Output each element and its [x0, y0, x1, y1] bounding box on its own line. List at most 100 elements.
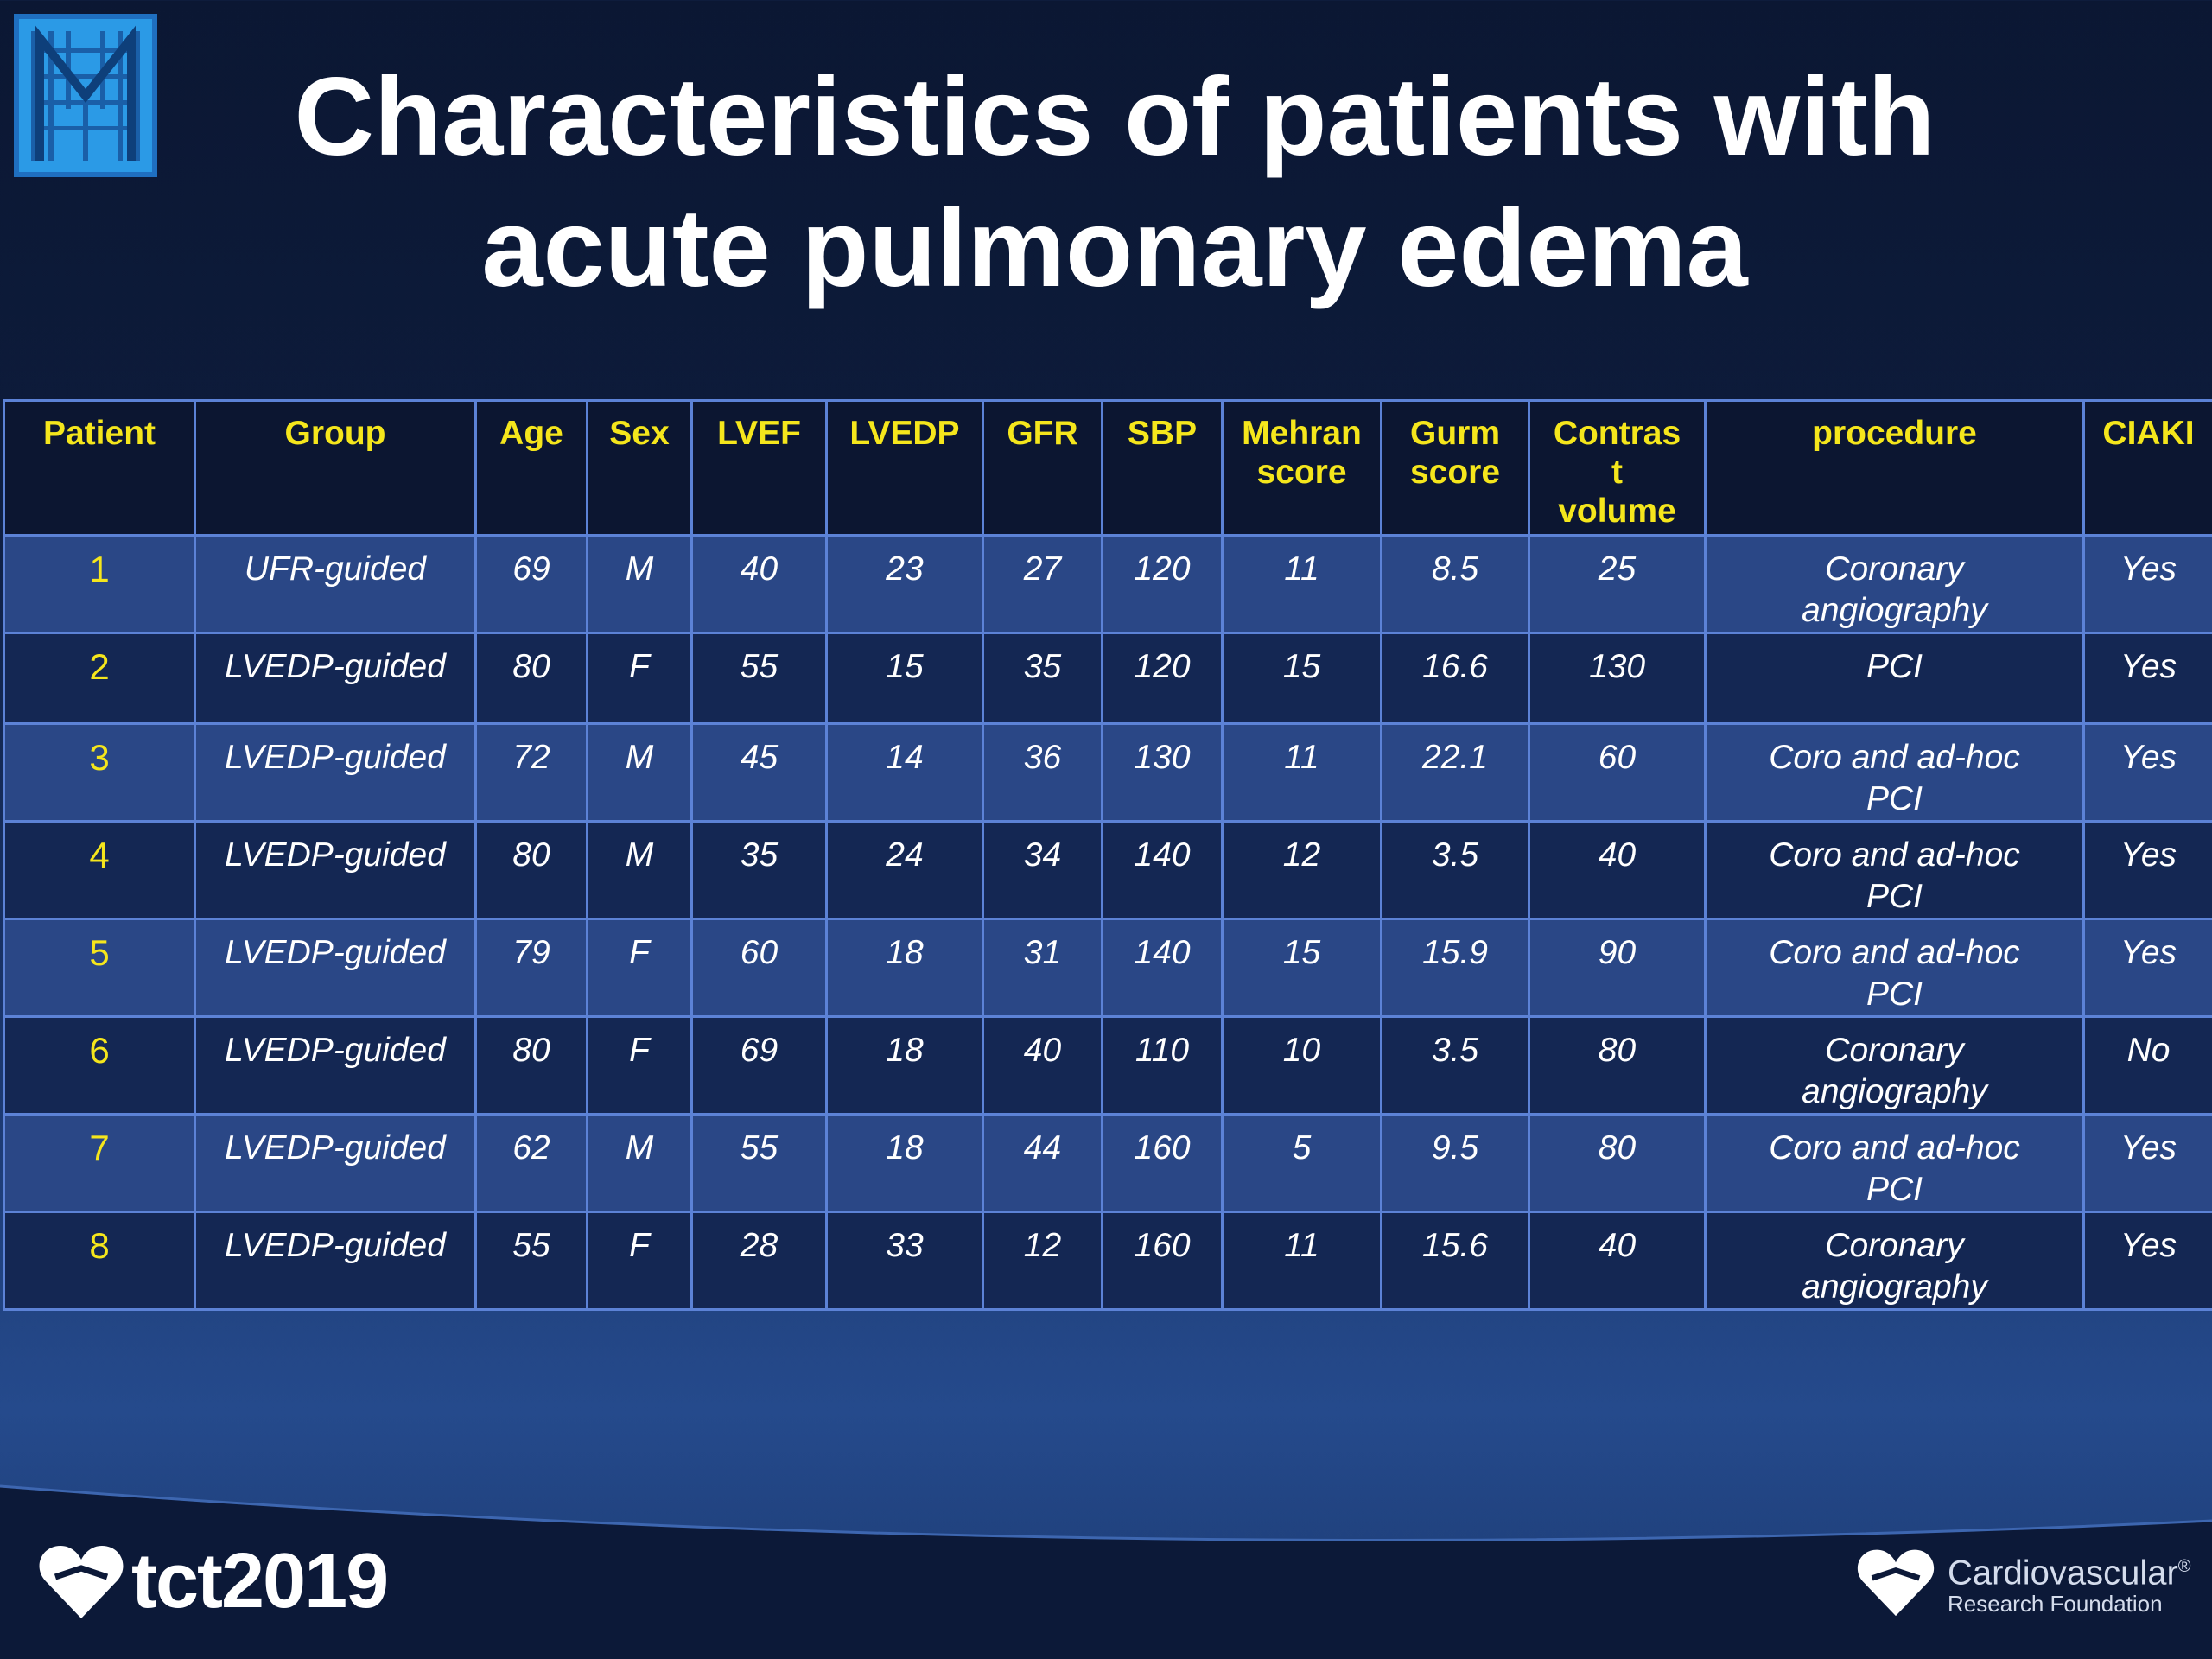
table-cell: 80	[474, 1015, 588, 1116]
heart-logo-icon	[39, 1546, 124, 1618]
table-cell: 72	[474, 722, 588, 823]
patient-number-cell: 8	[3, 1211, 196, 1311]
patient-number-cell: 6	[3, 1015, 196, 1116]
registered-mark: ®	[2177, 1557, 2191, 1577]
column-header: Gurm score	[1380, 399, 1530, 537]
patient-number-cell: 5	[3, 918, 196, 1018]
table-cell: 60	[690, 918, 828, 1018]
table-cell: 18	[825, 918, 984, 1018]
table-cell: 23	[825, 534, 984, 634]
table-cell: F	[586, 1015, 693, 1116]
patient-number-cell: 2	[3, 632, 196, 725]
table-cell: F	[586, 1211, 693, 1311]
table-cell: LVEDP-guided	[194, 1015, 477, 1116]
table-cell: 14	[825, 722, 984, 823]
slide-title: Characteristics of patients with acute p…	[0, 52, 2212, 315]
column-header: Contras t volume	[1528, 399, 1707, 537]
column-header: GFR	[982, 399, 1103, 537]
table-cell: 45	[690, 722, 828, 823]
crf-name-line2: Research Foundation	[1948, 1590, 2163, 1617]
table-cell: No	[2082, 1015, 2212, 1116]
table-cell: 40	[1528, 820, 1707, 920]
table-cell: F	[586, 918, 693, 1018]
table-cell: 55	[690, 632, 828, 725]
table-cell: 44	[982, 1113, 1103, 1213]
tct-logo: tct2019	[38, 1538, 389, 1624]
table-cell: 15	[1221, 632, 1382, 725]
table-cell: 140	[1101, 820, 1224, 920]
table-header-row: Patient Group Age Sex LVEF LVEDP GFR SBP…	[3, 399, 2212, 537]
table-cell: 12	[982, 1211, 1103, 1311]
table-cell: LVEDP-guided	[194, 918, 477, 1018]
table-cell: 5	[1221, 1113, 1382, 1213]
table-cell: Yes	[2082, 1211, 2212, 1311]
table-cell: M	[586, 722, 693, 823]
table-row: 5 LVEDP-guided 79 F 60 18 31 140 15 15.9 90 Coro an…	[3, 918, 2212, 1018]
table-cell: 25	[1528, 534, 1707, 634]
table-cell: 27	[982, 534, 1103, 634]
table-cell: Coro and ad-hoc PCI	[1704, 722, 2085, 823]
crf-name-line1: Cardiovascular	[1948, 1554, 2178, 1592]
table-cell: 11	[1221, 534, 1382, 634]
column-header: procedure	[1704, 399, 2085, 537]
table-cell: UFR-guided	[194, 534, 477, 634]
table-cell: 15.9	[1380, 918, 1530, 1018]
column-header: Sex	[586, 399, 693, 537]
table-cell: 55	[474, 1211, 588, 1311]
table-cell: 10	[1221, 1015, 1382, 1116]
table-cell: 33	[825, 1211, 984, 1311]
table-cell: 11	[1221, 722, 1382, 823]
table-cell: 40	[1528, 1211, 1707, 1311]
patient-number-cell: 3	[3, 722, 196, 823]
tct-logo-text: tct2019	[131, 1537, 389, 1624]
table-cell: 35	[690, 820, 828, 920]
column-header: Patient	[3, 399, 196, 537]
table-cell: 160	[1101, 1211, 1224, 1311]
table-cell: 80	[1528, 1015, 1707, 1116]
table-cell: 62	[474, 1113, 588, 1213]
table-cell: 16.6	[1380, 632, 1530, 725]
table-cell: 110	[1101, 1015, 1224, 1116]
table-cell: PCI	[1704, 632, 2085, 725]
column-header: LVEDP	[825, 399, 984, 537]
table-cell: 69	[690, 1015, 828, 1116]
table-row: 4 LVEDP-guided 80 M 35 24 34 140 12 3.5 40 Coro and…	[3, 820, 2212, 920]
footer-wave-decoration	[0, 1484, 2212, 1659]
table-cell: LVEDP-guided	[194, 632, 477, 725]
table-row: 7 LVEDP-guided 62 M 55 18 44 160 5 9.5 80 Coro and …	[3, 1113, 2212, 1213]
table-cell: 140	[1101, 918, 1224, 1018]
table-cell: Coronary angiography	[1704, 1015, 2085, 1116]
table-cell: 36	[982, 722, 1103, 823]
table-row: 8 LVEDP-guided 55 F 28 33 12 160 11 15.6 40 Coronar…	[3, 1211, 2212, 1311]
table-cell: M	[586, 534, 693, 634]
table-cell: 18	[825, 1113, 984, 1213]
table-cell: 90	[1528, 918, 1707, 1018]
table-cell: 80	[474, 820, 588, 920]
table-cell: Coro and ad-hoc PCI	[1704, 1113, 2085, 1213]
table-cell: LVEDP-guided	[194, 722, 477, 823]
column-header: Age	[474, 399, 588, 537]
table-cell: Yes	[2082, 1113, 2212, 1213]
table-cell: 12	[1221, 820, 1382, 920]
column-header: LVEF	[690, 399, 828, 537]
patient-characteristics-table: Patient Group Age Sex LVEF LVEDP GFR SBP…	[3, 399, 2212, 1311]
table-cell: 35	[982, 632, 1103, 725]
table-cell: LVEDP-guided	[194, 1211, 477, 1311]
table-row: 3 LVEDP-guided 72 M 45 14 36 130 11 22.1 60 Coro an…	[3, 722, 2212, 823]
table-cell: F	[586, 632, 693, 725]
column-header: SBP	[1101, 399, 1224, 537]
table-cell: 22.1	[1380, 722, 1530, 823]
table-cell: 34	[982, 820, 1103, 920]
table-cell: M	[586, 820, 693, 920]
table-cell: 31	[982, 918, 1103, 1018]
patient-number-cell: 7	[3, 1113, 196, 1213]
table-cell: 130	[1101, 722, 1224, 823]
table-row: 1 UFR-guided 69 M 40 23 27 120 11 8.5 25 Coronary a…	[3, 534, 2212, 634]
column-header: CIAKI	[2082, 399, 2212, 537]
table-cell: LVEDP-guided	[194, 1113, 477, 1213]
table-cell: 9.5	[1380, 1113, 1530, 1213]
patient-number-cell: 4	[3, 820, 196, 920]
table-cell: 3.5	[1380, 820, 1530, 920]
institution-logo-icon	[14, 14, 157, 177]
table-cell: Coro and ad-hoc PCI	[1704, 918, 2085, 1018]
